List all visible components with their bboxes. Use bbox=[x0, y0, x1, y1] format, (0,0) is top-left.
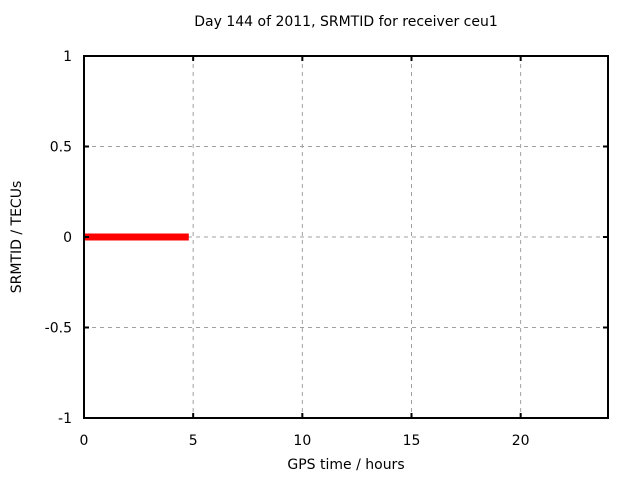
x-tick-label: 0 bbox=[80, 433, 89, 449]
y-tick-label: -0.5 bbox=[45, 321, 72, 337]
x-tick-label: 5 bbox=[189, 433, 198, 449]
y-tick-label: 0 bbox=[63, 230, 72, 246]
x-tick-label: 10 bbox=[293, 433, 311, 449]
x-tick-label: 15 bbox=[403, 433, 421, 449]
x-axis-label: GPS time / hours bbox=[287, 457, 405, 473]
chart-title: Day 144 of 2011, SRMTID for receiver ceu… bbox=[194, 14, 498, 30]
y-tick-label: 1 bbox=[63, 49, 72, 65]
x-tick-label: 20 bbox=[512, 433, 530, 449]
y-tick-label: -1 bbox=[58, 411, 72, 427]
y-tick-label: 0.5 bbox=[50, 140, 72, 156]
